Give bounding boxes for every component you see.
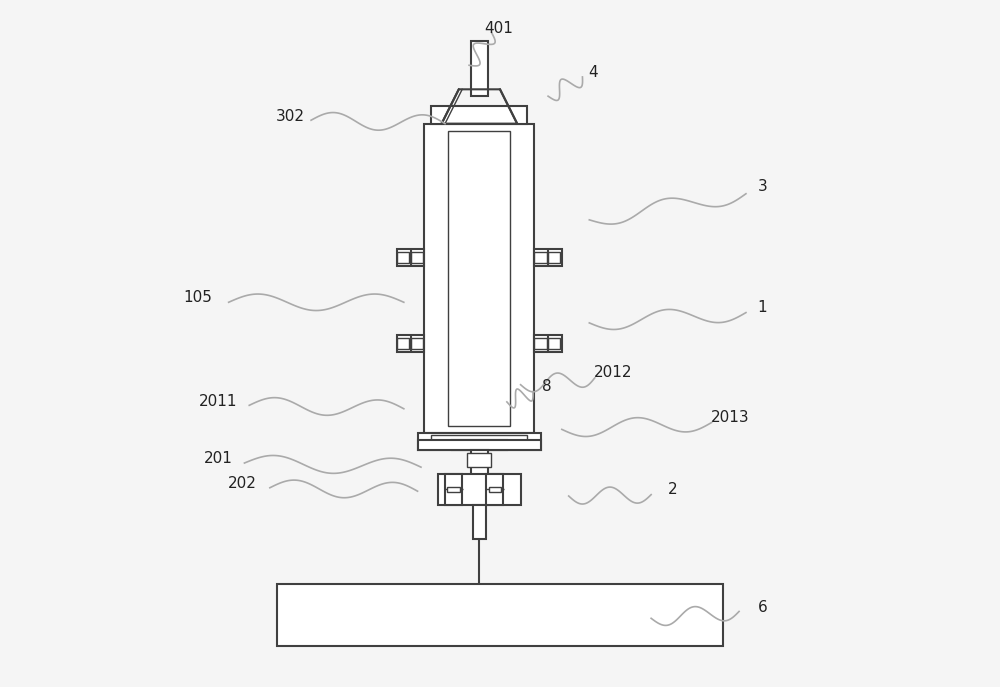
Text: 302: 302 xyxy=(276,109,305,124)
FancyBboxPatch shape xyxy=(473,505,486,539)
FancyBboxPatch shape xyxy=(418,433,541,450)
FancyBboxPatch shape xyxy=(438,474,521,505)
FancyBboxPatch shape xyxy=(397,335,424,352)
FancyBboxPatch shape xyxy=(489,486,501,492)
FancyBboxPatch shape xyxy=(277,584,723,646)
Text: 4: 4 xyxy=(588,65,598,80)
Text: 2013: 2013 xyxy=(711,409,749,425)
Text: 6: 6 xyxy=(758,600,767,616)
Text: 201: 201 xyxy=(204,451,233,466)
FancyBboxPatch shape xyxy=(411,253,423,263)
FancyBboxPatch shape xyxy=(448,131,510,426)
Text: 202: 202 xyxy=(228,476,257,491)
FancyBboxPatch shape xyxy=(486,474,503,505)
FancyBboxPatch shape xyxy=(534,335,562,352)
FancyBboxPatch shape xyxy=(445,474,462,505)
FancyBboxPatch shape xyxy=(534,249,562,267)
FancyBboxPatch shape xyxy=(452,440,507,450)
Text: 2012: 2012 xyxy=(594,365,633,380)
FancyBboxPatch shape xyxy=(411,339,423,349)
Text: 2011: 2011 xyxy=(199,394,238,409)
FancyBboxPatch shape xyxy=(431,435,527,448)
FancyBboxPatch shape xyxy=(548,339,560,349)
FancyBboxPatch shape xyxy=(424,124,534,433)
FancyBboxPatch shape xyxy=(471,450,488,488)
Text: 401: 401 xyxy=(484,21,513,36)
FancyBboxPatch shape xyxy=(397,249,424,267)
FancyBboxPatch shape xyxy=(397,253,409,263)
Text: 105: 105 xyxy=(183,290,212,305)
FancyBboxPatch shape xyxy=(534,253,547,263)
FancyBboxPatch shape xyxy=(548,253,560,263)
Text: 1: 1 xyxy=(758,300,767,315)
FancyBboxPatch shape xyxy=(471,41,488,96)
FancyBboxPatch shape xyxy=(418,440,541,450)
Text: 8: 8 xyxy=(542,379,552,394)
Text: 2: 2 xyxy=(668,482,678,497)
FancyBboxPatch shape xyxy=(447,486,460,492)
FancyBboxPatch shape xyxy=(431,106,527,124)
FancyBboxPatch shape xyxy=(534,339,547,349)
FancyBboxPatch shape xyxy=(397,339,409,349)
Text: 3: 3 xyxy=(758,179,767,194)
FancyBboxPatch shape xyxy=(467,453,491,467)
